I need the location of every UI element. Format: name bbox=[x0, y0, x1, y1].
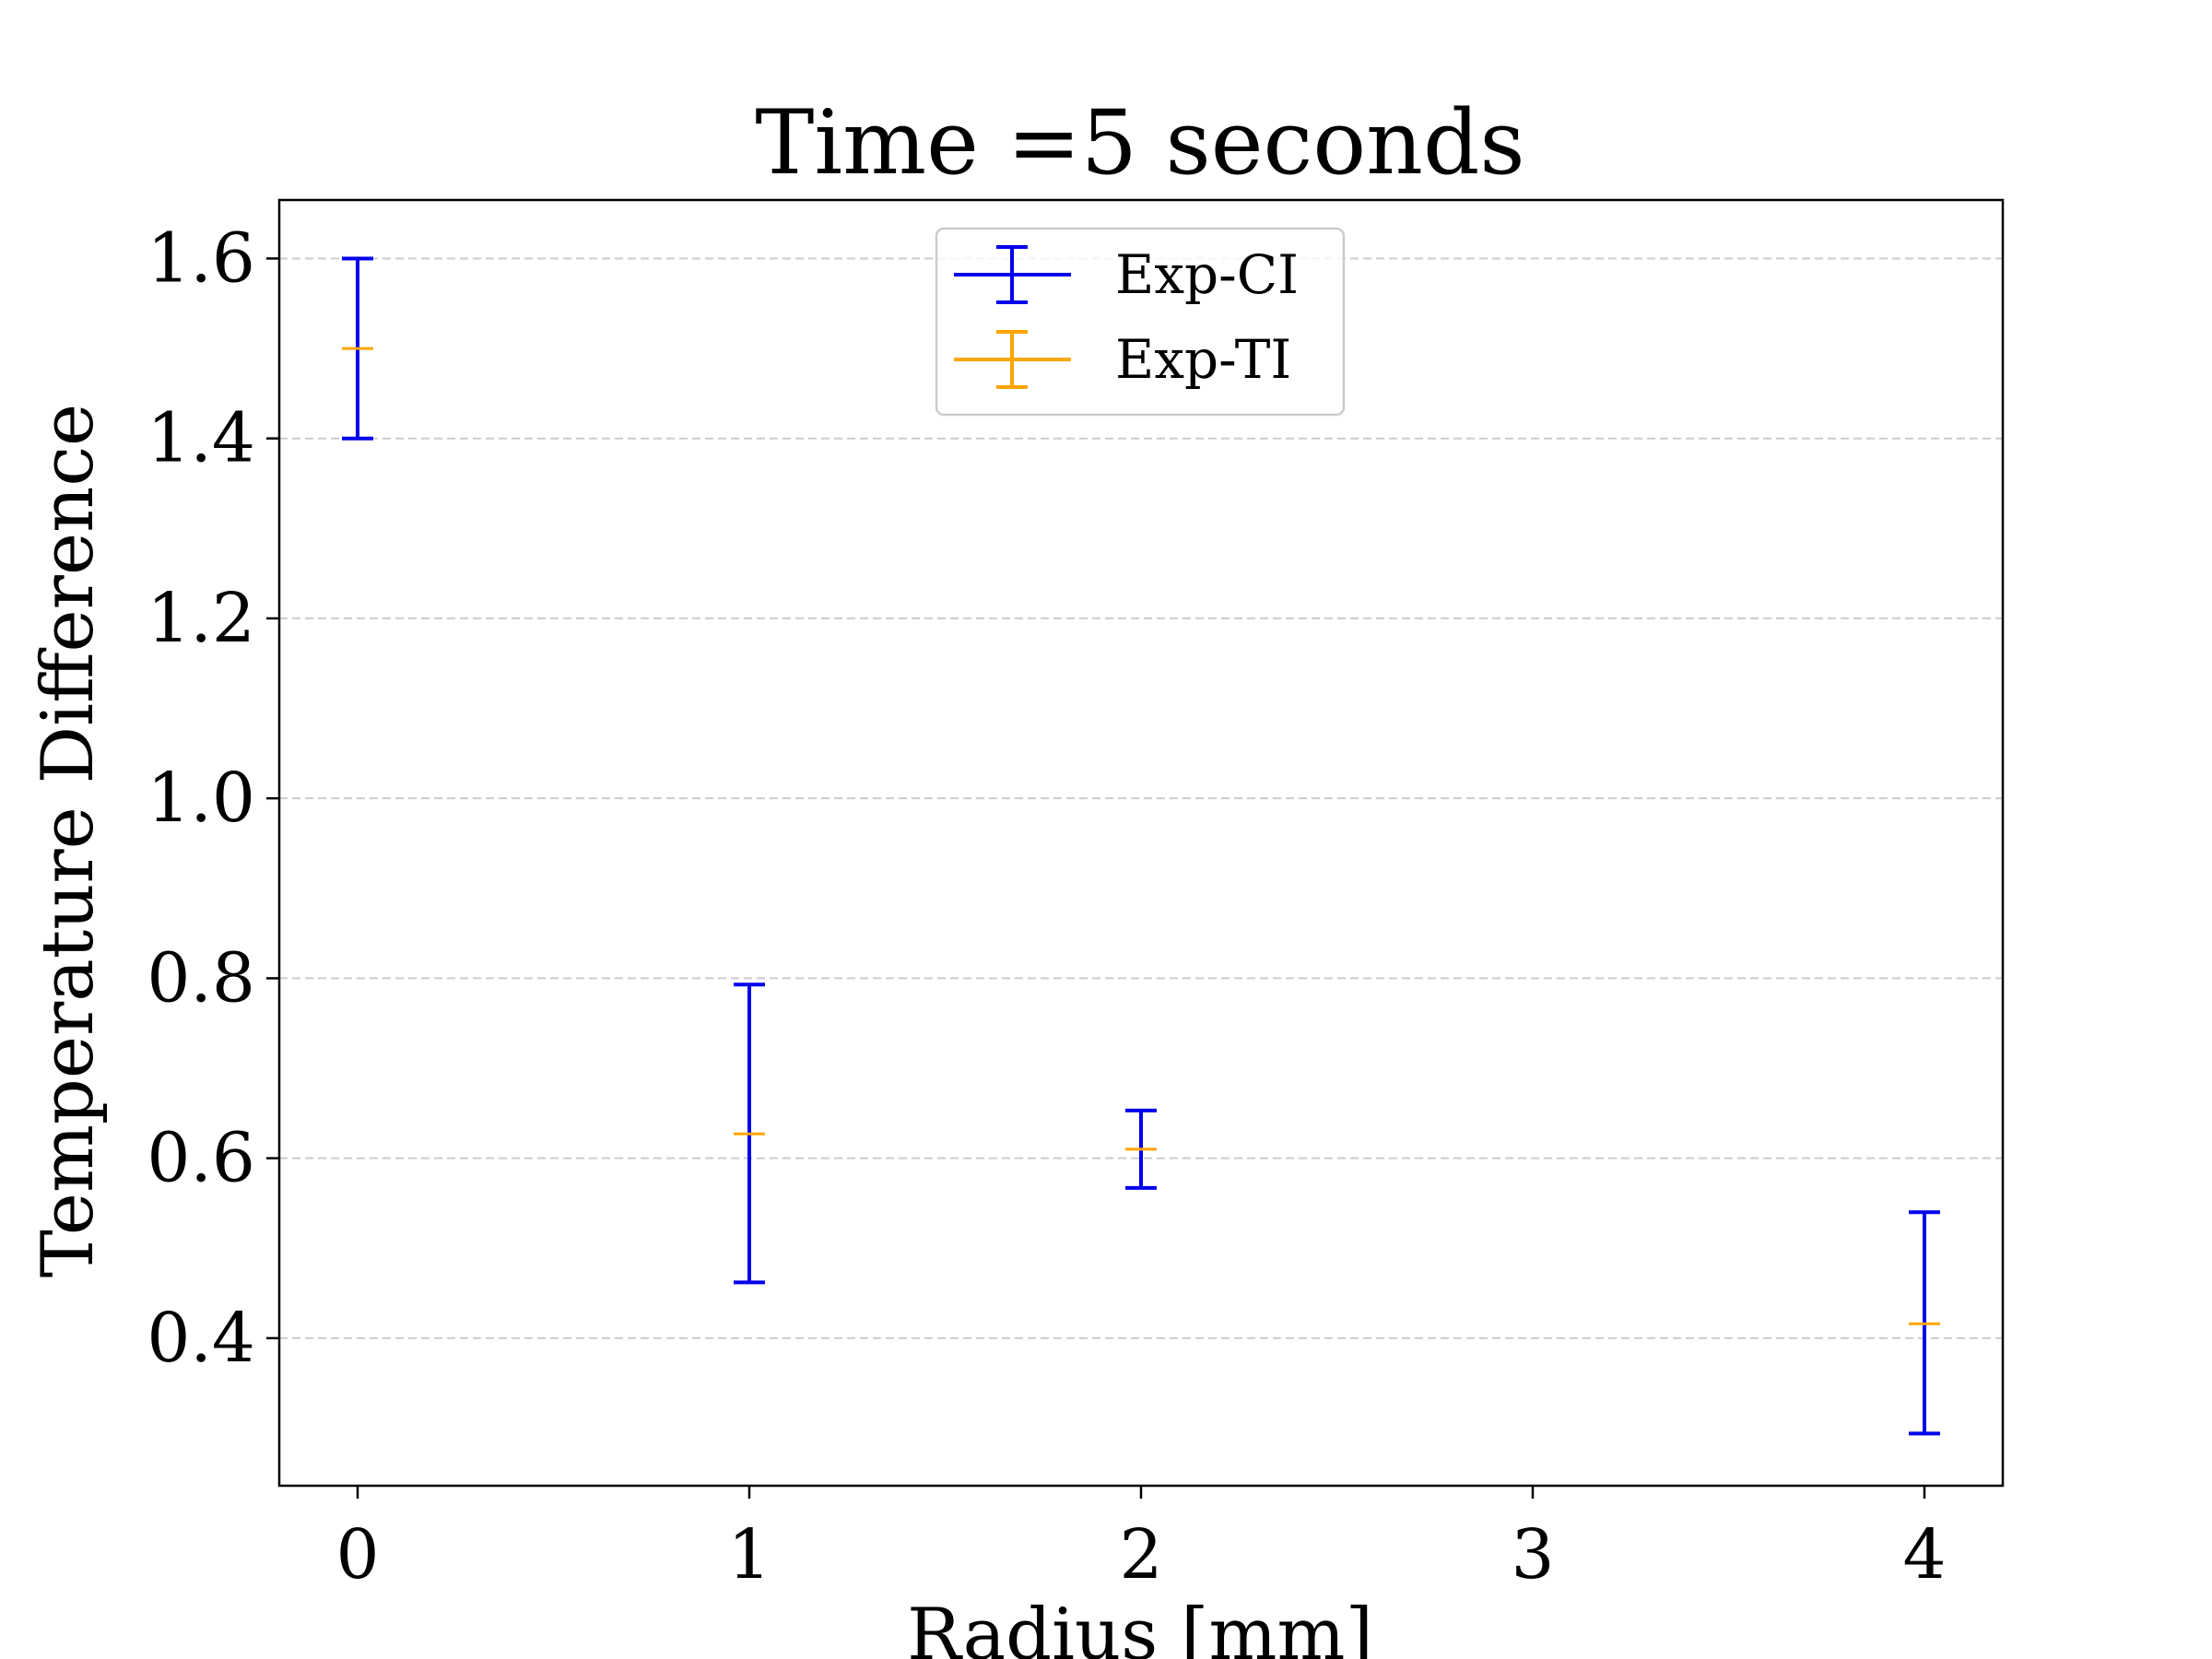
y-axis-ticks: 0.4 0.6 0.8 1.0 1.2 1.4 1.6 bbox=[147, 218, 279, 1378]
x-axis-ticks: 0 1 2 3 4 bbox=[335, 1486, 1947, 1594]
legend: Exp-CI Exp-TI bbox=[935, 227, 1346, 417]
grid-lines bbox=[279, 257, 2003, 1339]
x-tick-label: 1 bbox=[727, 1515, 771, 1594]
y-tick-label: 0.4 bbox=[147, 1299, 255, 1378]
legend-label-exp-ci: Exp-CI bbox=[1115, 243, 1299, 306]
x-tick-label: 4 bbox=[1902, 1515, 1946, 1594]
legend-label-exp-ti: Exp-TI bbox=[1115, 328, 1291, 391]
y-axis-label: Temperature Difference bbox=[27, 404, 110, 1277]
y-tick-label: 0.8 bbox=[147, 938, 255, 1018]
plot-area-frame bbox=[277, 198, 2005, 1488]
x-axis-label: Radius [mm] bbox=[907, 1594, 1373, 1659]
y-tick-label: 1.6 bbox=[147, 218, 255, 298]
y-tick-label: 0.6 bbox=[147, 1119, 255, 1198]
y-tick-label: 1.4 bbox=[147, 399, 255, 478]
y-tick-label: 1.2 bbox=[147, 579, 255, 658]
chart-title: Time =5 seconds bbox=[755, 91, 1524, 194]
x-tick-label: 0 bbox=[335, 1515, 379, 1594]
error-bar-series bbox=[342, 256, 1940, 1436]
y-tick-label: 1.0 bbox=[147, 759, 255, 838]
x-tick-label: 3 bbox=[1511, 1515, 1554, 1594]
x-tick-label: 2 bbox=[1119, 1515, 1162, 1594]
series-exp-ti bbox=[342, 347, 1940, 1325]
